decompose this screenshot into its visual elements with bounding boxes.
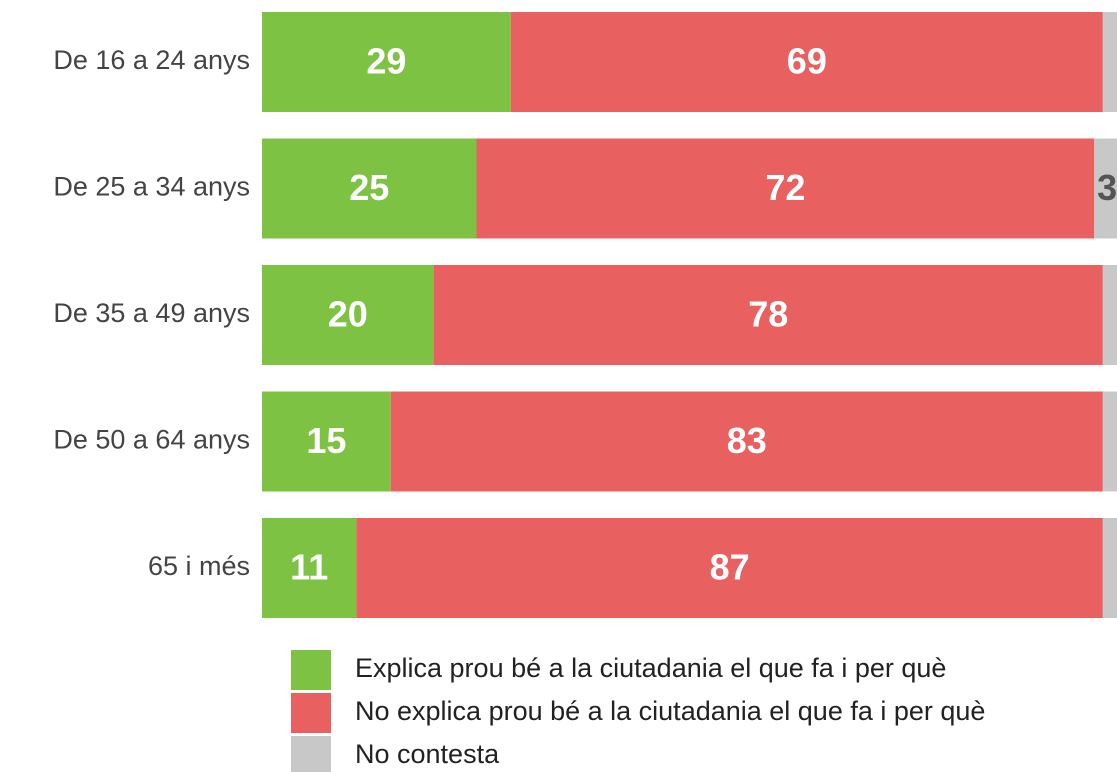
category-label: De 16 a 24 anys <box>53 45 250 75</box>
data-label: 25 <box>349 167 389 208</box>
data-label: 78 <box>748 294 788 335</box>
category-label: De 50 a 64 anys <box>53 425 250 455</box>
data-label: 87 <box>710 547 750 588</box>
category-label: De 35 a 49 anys <box>53 298 250 328</box>
category-label: De 25 a 34 anys <box>53 172 250 202</box>
legend-swatch <box>291 650 331 690</box>
data-label: 83 <box>727 420 767 461</box>
data-label: 15 <box>306 420 346 461</box>
bar-segment <box>262 265 434 365</box>
data-label: 29 <box>366 41 406 82</box>
data-label: 20 <box>328 294 368 335</box>
bar-segment <box>1102 265 1117 365</box>
bar-segment <box>1102 391 1117 492</box>
bar-segment <box>356 518 1103 618</box>
legend-label: No contesta <box>355 739 500 769</box>
legend-label: Explica prou bé a la ciutadania el que f… <box>355 653 946 683</box>
data-label: 3 <box>1097 167 1117 208</box>
bar-segment <box>510 12 1103 112</box>
bar-segment <box>433 265 1103 365</box>
data-label: 72 <box>765 167 805 208</box>
bar-segment <box>1094 138 1117 239</box>
bar-segment <box>476 138 1095 239</box>
legend-swatch <box>291 736 331 772</box>
bar-segment <box>1102 518 1117 618</box>
bar-segment <box>262 391 391 492</box>
bar-segment <box>262 12 511 112</box>
category-label: 65 i més <box>148 551 250 581</box>
legend-swatch <box>291 693 331 733</box>
bar-segment <box>1102 12 1117 112</box>
bar-segment <box>390 391 1103 492</box>
bar-segment <box>262 518 357 618</box>
legend-label: No explica prou bé a la ciutadania el qu… <box>355 696 985 726</box>
bar-segment <box>262 138 477 239</box>
data-label: 69 <box>787 41 827 82</box>
data-label: 11 <box>290 547 328 588</box>
